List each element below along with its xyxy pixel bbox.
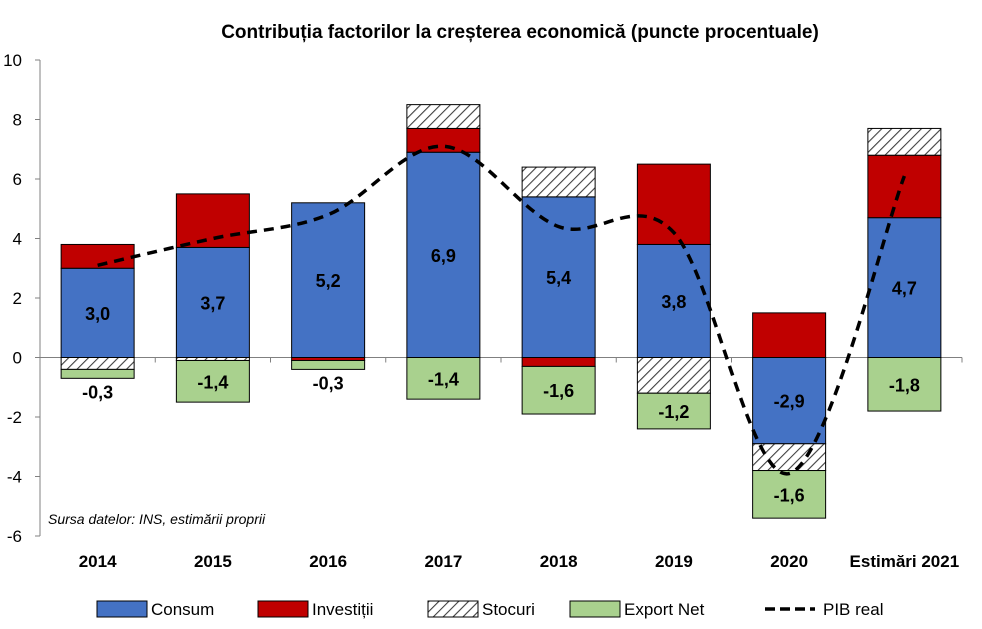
legend-swatch-export-net xyxy=(569,600,621,618)
y-tick-label: 2 xyxy=(13,289,22,308)
data-label-export-net: -1,6 xyxy=(774,485,805,505)
bar-stocuri xyxy=(406,104,481,129)
x-category-label: 2019 xyxy=(655,552,693,571)
legend-swatch-investi-ii xyxy=(257,600,309,618)
x-category-label: 2014 xyxy=(79,552,117,571)
series-line-pib-real xyxy=(97,144,907,476)
data-label-consum: 3,8 xyxy=(661,292,686,312)
y-tick-label: -6 xyxy=(7,527,22,546)
legend-swatch-stocuri xyxy=(427,600,479,618)
y-tick-label: -2 xyxy=(7,408,22,427)
bar-export-net xyxy=(291,359,366,370)
y-tick-label: 10 xyxy=(3,51,22,70)
data-label-export-net: -1,4 xyxy=(428,369,459,389)
legend-label-pib-real: PIB real xyxy=(823,600,883,619)
data-label-consum: -2,9 xyxy=(774,392,805,412)
data-label-consum: 6,9 xyxy=(431,246,456,266)
bar-investi-ii xyxy=(175,193,250,248)
y-tick-label: 0 xyxy=(13,349,22,368)
bar-investi-ii xyxy=(406,127,481,153)
legend-label-export-net: Export Net xyxy=(624,600,705,619)
data-label-export-net: -1,8 xyxy=(889,375,920,395)
y-tick-label: 4 xyxy=(13,230,22,249)
x-category-label: 2016 xyxy=(309,552,347,571)
bar-consum xyxy=(752,357,827,445)
bar-stocuri xyxy=(521,166,596,198)
bar-investi-ii xyxy=(867,154,942,219)
x-category-label: 2018 xyxy=(540,552,578,571)
y-tick-label: -4 xyxy=(7,468,22,487)
bar-consum xyxy=(867,217,942,358)
bar-consum xyxy=(175,246,250,358)
bar-export-net xyxy=(752,470,827,519)
bar-export-net xyxy=(175,359,250,403)
x-category-label: 2017 xyxy=(424,552,462,571)
x-category-label: 2015 xyxy=(194,552,232,571)
bar-export-net xyxy=(60,368,135,379)
bar-export-net xyxy=(636,392,711,430)
x-category-label: 2020 xyxy=(770,552,808,571)
bar-stocuri xyxy=(752,443,827,472)
chart-title: Contribuția factorilor la creșterea econ… xyxy=(221,22,819,43)
bar-stocuri xyxy=(60,357,135,370)
data-label-export-net: -1,4 xyxy=(197,372,228,392)
x-category-label: Estimări 2021 xyxy=(850,552,960,571)
bar-stocuri xyxy=(867,127,942,156)
data-label-consum: 5,4 xyxy=(546,268,571,288)
data-label-consum: 3,7 xyxy=(200,293,225,313)
bar-export-net xyxy=(406,357,481,400)
data-label-consum: 4,7 xyxy=(892,279,917,299)
data-label-consum: 5,2 xyxy=(316,271,341,291)
legend-label-stocuri: Stocuri xyxy=(482,600,535,619)
data-label-export-net: -0,3 xyxy=(82,382,113,402)
legend-swatch-consum xyxy=(96,600,148,618)
bar-export-net xyxy=(521,365,596,415)
bar-investi-ii xyxy=(752,312,827,358)
y-tick-label: 8 xyxy=(13,111,22,130)
legend-label-investi-ii: Investiții xyxy=(312,600,373,619)
bar-investi-ii xyxy=(521,357,596,367)
data-label-consum: 3,0 xyxy=(85,304,110,324)
data-label-export-net: -1,2 xyxy=(658,402,689,422)
bar-stocuri xyxy=(636,357,711,394)
bar-export-net xyxy=(867,357,942,412)
data-label-export-net: -1,6 xyxy=(543,381,574,401)
bar-consum xyxy=(60,267,135,358)
y-tick-label: 6 xyxy=(13,170,22,189)
data-label-export-net: -0,3 xyxy=(313,373,344,393)
bar-consum xyxy=(521,196,596,358)
source-note: Sursa datelor: INS, estimării proprii xyxy=(48,511,266,527)
legend-label-consum: Consum xyxy=(151,600,214,619)
